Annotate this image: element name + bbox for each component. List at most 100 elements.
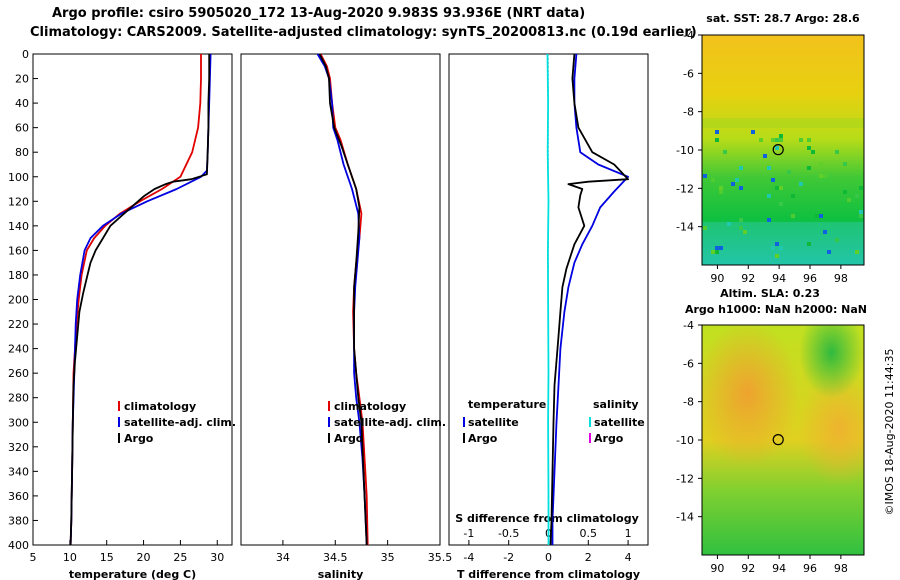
sla-map-subtitle: Argo h1000: NaN h2000: NaN bbox=[685, 303, 867, 316]
sst-pixel bbox=[807, 146, 811, 150]
legend-label: satellite bbox=[468, 416, 519, 429]
lat-tick-label: -8 bbox=[683, 106, 694, 119]
depth-tick-label: 220 bbox=[8, 318, 29, 331]
depth-tick-label: 360 bbox=[8, 490, 29, 503]
lon-tick-label: 98 bbox=[834, 272, 848, 285]
lat-tick-label: -6 bbox=[683, 67, 694, 80]
temperature-x-tick-label: 10 bbox=[63, 551, 77, 564]
sst-pixel bbox=[775, 242, 779, 246]
depth-tick-label: 260 bbox=[8, 367, 29, 380]
legend-label: climatology bbox=[124, 400, 196, 413]
temperature-x-tick-label: 30 bbox=[210, 551, 224, 564]
difference-xlabel: T difference from climatology bbox=[457, 568, 640, 580]
lat-tick-label: -4 bbox=[683, 319, 694, 332]
sst-pixel bbox=[739, 218, 743, 222]
legend-label: Argo bbox=[124, 432, 154, 445]
depth-tick-label: 240 bbox=[8, 343, 29, 356]
lat-tick-label: -12 bbox=[676, 182, 694, 195]
sst-pixel bbox=[799, 138, 803, 142]
sla-map: 90 92 94 96 98 -4 -6 -8 -10 -12 -14 Altim. SLA: 0.… bbox=[676, 287, 867, 575]
sst-pixel bbox=[775, 254, 779, 258]
lat-tick-label: -6 bbox=[683, 357, 694, 370]
sst-pixel bbox=[767, 218, 771, 222]
sst-pixel bbox=[823, 230, 827, 234]
argo-position-marker bbox=[772, 144, 784, 156]
lon-tick-label: 90 bbox=[710, 562, 724, 575]
series-s-satellite bbox=[546, 53, 550, 545]
salinity-x-tick-label: 35.5 bbox=[428, 551, 453, 564]
depth-tick-label: 140 bbox=[8, 220, 29, 233]
sst-pixel bbox=[823, 174, 827, 178]
sst-pixel bbox=[779, 186, 783, 190]
sst-pixel bbox=[791, 214, 795, 218]
depth-tick-label: 400 bbox=[8, 539, 29, 552]
salinity-x-tick-label: 34 bbox=[276, 551, 290, 564]
sst-pixel bbox=[715, 130, 719, 134]
lon-tick-label: 96 bbox=[803, 272, 817, 285]
sst-pixel bbox=[715, 246, 719, 250]
sst-pixel bbox=[779, 138, 783, 142]
profile-title: Argo profile: csiro 5905020_172 13-Aug-2… bbox=[52, 6, 586, 21]
sst-map-title: sat. SST: 28.7 Argo: 28.6 bbox=[706, 12, 860, 25]
temperature-frame bbox=[32, 53, 233, 546]
legend-label: climatology bbox=[334, 400, 406, 413]
sst-pixel bbox=[703, 174, 707, 178]
salinity-frame bbox=[240, 53, 441, 546]
salinity-diff-tick-label: -1 bbox=[463, 527, 474, 540]
depth-tick-label: 60 bbox=[15, 122, 29, 135]
salinity-panel: 34 34.5 35 35.5 salinity climatology satellite… bbox=[240, 53, 453, 580]
sst-pixel bbox=[807, 138, 811, 142]
sst-pixel bbox=[859, 210, 863, 214]
sst-pixel bbox=[735, 178, 739, 182]
sst-pixel bbox=[779, 246, 783, 250]
lat-tick-label: -12 bbox=[676, 472, 694, 485]
sst-pixel bbox=[719, 190, 723, 194]
salinity-diff-tick-label: 0.5 bbox=[580, 527, 598, 540]
depth-tick-label: 120 bbox=[8, 195, 29, 208]
salinity-x-tick-label: 34.5 bbox=[323, 551, 348, 564]
sst-pixel bbox=[819, 174, 823, 178]
depth-tick-label: 0 bbox=[22, 48, 29, 61]
sst-map: 90 92 94 96 98 -4 -6 -8 -10 -12 -14 sat. SST: 28.7… bbox=[676, 12, 865, 285]
difference-x-tick-label: -2 bbox=[503, 551, 514, 564]
sst-pixel bbox=[811, 150, 815, 154]
sst-pixel bbox=[859, 186, 863, 190]
sst-pixel bbox=[843, 190, 847, 194]
imos-credit: ©IMOS 18-Aug-2020 11:44:35 bbox=[883, 349, 896, 516]
legend-title-salinity: salinity bbox=[593, 398, 639, 411]
sst-pixel bbox=[855, 194, 859, 198]
sst-pixel bbox=[827, 250, 831, 254]
sst-pixel bbox=[767, 194, 771, 198]
sst-pixel bbox=[739, 186, 743, 190]
depth-tick-label: 40 bbox=[15, 97, 29, 110]
sst-pixel bbox=[731, 182, 735, 186]
lon-tick-label: 92 bbox=[741, 272, 755, 285]
salinity-xlabel: salinity bbox=[318, 568, 364, 580]
legend-label: satellite-adj. clim. bbox=[124, 416, 236, 429]
depth-tick-label: 100 bbox=[8, 171, 29, 184]
sst-pixel bbox=[835, 150, 839, 154]
depth-tick-label: 340 bbox=[8, 465, 29, 478]
lat-tick-label: -14 bbox=[676, 221, 694, 234]
legend-label: Argo bbox=[334, 432, 364, 445]
sst-pixel bbox=[759, 138, 763, 142]
lon-tick-label: 92 bbox=[741, 562, 755, 575]
lat-tick-label: -4 bbox=[683, 29, 694, 42]
sst-pixel bbox=[779, 134, 783, 138]
difference-x-tick-label: 4 bbox=[625, 551, 632, 564]
legend-label: Argo bbox=[468, 432, 498, 445]
sst-pixel bbox=[703, 170, 707, 174]
salinity-diff-xlabel: S difference from climatology bbox=[455, 512, 639, 525]
series-satellite-adj-clim- bbox=[316, 53, 368, 546]
temperature-xlabel: temperature (deg C) bbox=[69, 568, 196, 580]
sst-pixel bbox=[775, 138, 779, 142]
difference-panel: -4 -2 0 2 4 T difference from climatology -1 -0… bbox=[448, 53, 649, 580]
lon-tick-label: 94 bbox=[772, 272, 786, 285]
depth-tick-label: 180 bbox=[8, 269, 29, 282]
temperature-x-tick-label: 15 bbox=[100, 551, 114, 564]
sst-pixel bbox=[807, 166, 811, 170]
sst-pixel bbox=[843, 162, 847, 166]
argo-position-marker bbox=[772, 434, 784, 446]
temperature-x-tick-label: 20 bbox=[137, 551, 151, 564]
